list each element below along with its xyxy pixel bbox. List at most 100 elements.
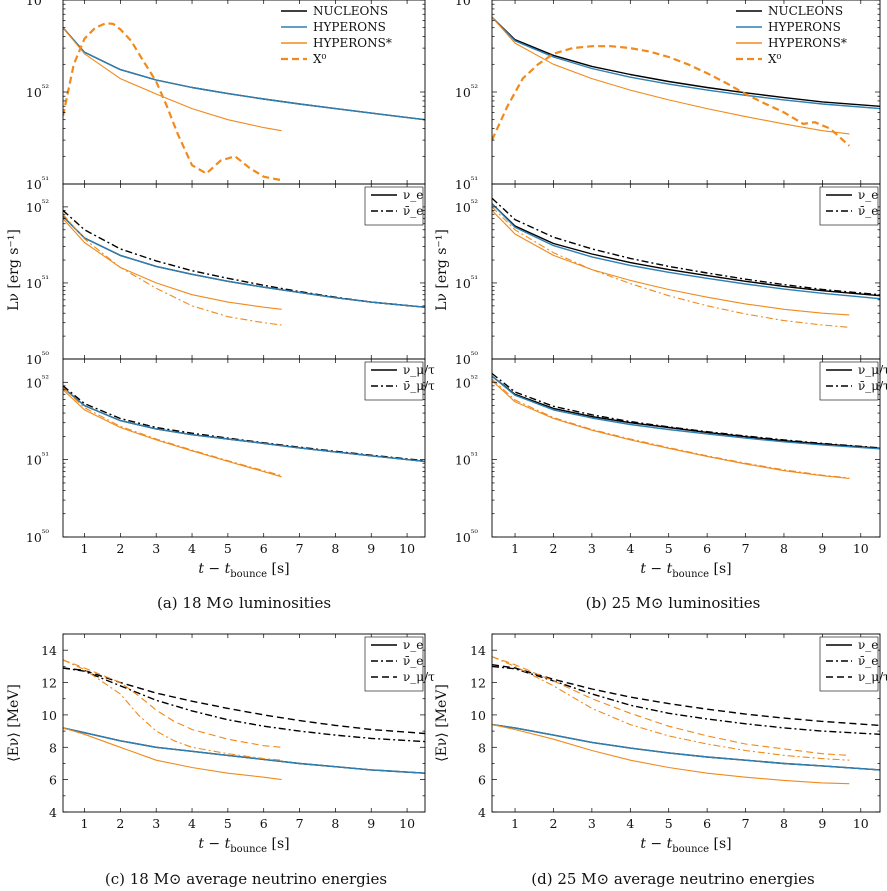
x-tick-label: 5 <box>665 816 673 831</box>
legend-box <box>819 636 879 692</box>
legend-label: NUCLEONS <box>313 4 388 18</box>
caption-b: (b) 25 M⊙ luminosities <box>586 594 761 612</box>
y-tick-label: 8 <box>478 740 486 755</box>
y-axis-label-lum-b: Lν [erg s⁻¹] <box>434 229 450 311</box>
x-tick-label: 7 <box>296 816 304 831</box>
x-tick-label: 8 <box>780 541 788 556</box>
x-tick-label: 9 <box>367 816 375 831</box>
x-tick-label: 1 <box>511 541 519 556</box>
x-tick-label: 10 <box>399 816 415 831</box>
series-hyperons-star-e-line <box>63 218 282 310</box>
axes-frame <box>62 633 426 813</box>
x-tick-label: 4 <box>188 541 196 556</box>
x-axis-label: t − tbounce [s] <box>640 561 731 580</box>
series-group <box>63 385 425 478</box>
legend-label: ν_μ/τ <box>403 363 435 377</box>
series-hyperons-star-line <box>63 389 282 478</box>
x-axis-label: t − tbounce [s] <box>640 836 731 855</box>
y-axis-label-energy-d: ⟨Eν⟩ [MeV] <box>434 684 450 762</box>
legend-box <box>364 636 424 692</box>
x-tick-label: 10 <box>853 541 869 556</box>
series-hyperons-star-e-line <box>492 656 850 761</box>
x-tick-label: 6 <box>260 816 268 831</box>
y-tick-label: 10⁵¹ <box>26 452 49 468</box>
legend-label: HYPERONS <box>768 20 841 34</box>
y-tick-label: 10⁵¹ <box>455 452 478 468</box>
y-tick-label: 14 <box>41 643 57 658</box>
x-tick-label: 8 <box>331 816 339 831</box>
legend-label: X⁰ <box>768 52 782 66</box>
x-tick-label: 9 <box>818 541 826 556</box>
y-tick-label: 4 <box>49 805 57 820</box>
panel-a-bot: 1 2 3 4 5 6 7 8 9 10 t − tbounce [s] 10⁵⁰ 10⁵¹ 10⁵² ν_… <box>26 358 435 580</box>
series-nucleons-e-line <box>63 727 425 774</box>
legend-label: HYPERONS* <box>768 36 847 50</box>
x-tick-label: 2 <box>549 816 557 831</box>
x-tick-label: 8 <box>331 541 339 556</box>
x-tick-label: 5 <box>665 541 673 556</box>
x-tick-label: 7 <box>742 541 750 556</box>
series-hyperons-star-line <box>492 656 850 756</box>
series-hyperons-star-e-line <box>63 213 282 326</box>
series-nucleons-line <box>492 16 880 107</box>
y-tick-label: 12 <box>470 676 486 691</box>
legend-label: NUCLEONS <box>768 4 843 18</box>
panel-b-bot: 1 2 3 4 5 6 7 8 9 10 t − tbounce [s] 10⁵⁰ 10⁵¹ 10⁵² ν_… <box>455 358 887 580</box>
series-group <box>492 656 880 785</box>
series-hyperons-star-line <box>492 16 850 135</box>
panel-b-top: 10⁵¹ 10⁵² 10⁵³ NUCLEONS HYPERONS HYPERONS* X⁰ <box>455 0 881 192</box>
legend-label: ν_e <box>858 188 878 202</box>
y-tick-label: 12 <box>41 676 57 691</box>
y-tick-label: 10⁵³ <box>455 0 479 8</box>
legend-label: ν_μ/τ <box>403 670 435 684</box>
series-hyperons-star-e-line <box>492 724 850 785</box>
legend: NUCLEONS HYPERONS HYPERONS* X⁰ <box>736 4 847 66</box>
y-axis-label-energy-c: ⟨Eν⟩ [MeV] <box>6 684 22 762</box>
panel-a-top: 10⁵¹ 10⁵² 10⁵³ NUCLEONS HYPERONS HYPERONS* X⁰ <box>26 0 426 192</box>
legend: NUCLEONS HYPERONS HYPERONS* X⁰ <box>281 4 392 66</box>
series-group <box>63 209 425 326</box>
series-hyperons-line <box>492 375 880 450</box>
x-axis-label: t − tbounce [s] <box>198 561 289 580</box>
y-tick-label: 10⁵² <box>455 84 479 100</box>
series-hyperons-star-e-line <box>492 206 850 328</box>
series-hyperons-e-line <box>63 215 425 308</box>
series-x-line <box>63 22 282 182</box>
series-hyperons-star-line <box>63 27 282 132</box>
panel-a-mid: 10⁵⁰ 10⁵¹ 10⁵² ν_e ν̄_e <box>26 183 426 367</box>
legend-box <box>364 361 424 401</box>
y-tick-label: 10⁵⁰ <box>455 529 479 545</box>
x-tick-label: 9 <box>818 816 826 831</box>
legend-label: ν_μ/τ <box>858 670 887 684</box>
series-hyperons-star-e-line <box>63 659 282 761</box>
y-tick-label: 4 <box>478 805 486 820</box>
legend: ν_e ν̄_e <box>819 186 878 226</box>
legend-box <box>364 186 424 226</box>
y-tick-label: 10⁵² <box>26 199 50 215</box>
series-nucleons-line <box>492 372 880 449</box>
legend-label: ν̄_e <box>858 654 878 668</box>
y-tick-label: 10⁵⁰ <box>455 351 479 367</box>
x-tick-label: 6 <box>703 541 711 556</box>
x-tick-label: 10 <box>853 816 869 831</box>
x-tick-label: 1 <box>81 816 89 831</box>
x-tick-label: 2 <box>549 541 557 556</box>
y-tick-label: 10 <box>41 708 57 723</box>
series-hyperons-star-line <box>63 659 282 748</box>
x-tick-label: 3 <box>152 816 160 831</box>
legend-label: ν_μ/τ <box>858 363 887 377</box>
series-nucleons-e-line <box>492 723 880 771</box>
series-hyperons-line <box>63 387 425 463</box>
y-tick-label: 6 <box>49 773 57 788</box>
caption-d: (d) 25 M⊙ average neutrino energies <box>531 870 815 888</box>
legend-label: ν̄_e <box>403 654 423 668</box>
panels: 10⁵¹10⁵²10⁵³NUCLEONSHYPERONSHYPERONS*X⁰1… <box>6 0 887 855</box>
legend-box <box>819 361 879 401</box>
x-tick-label: 5 <box>224 816 232 831</box>
x-tick-label: 4 <box>626 541 634 556</box>
x-tick-label: 4 <box>626 816 634 831</box>
x-tick-label: 2 <box>116 541 124 556</box>
